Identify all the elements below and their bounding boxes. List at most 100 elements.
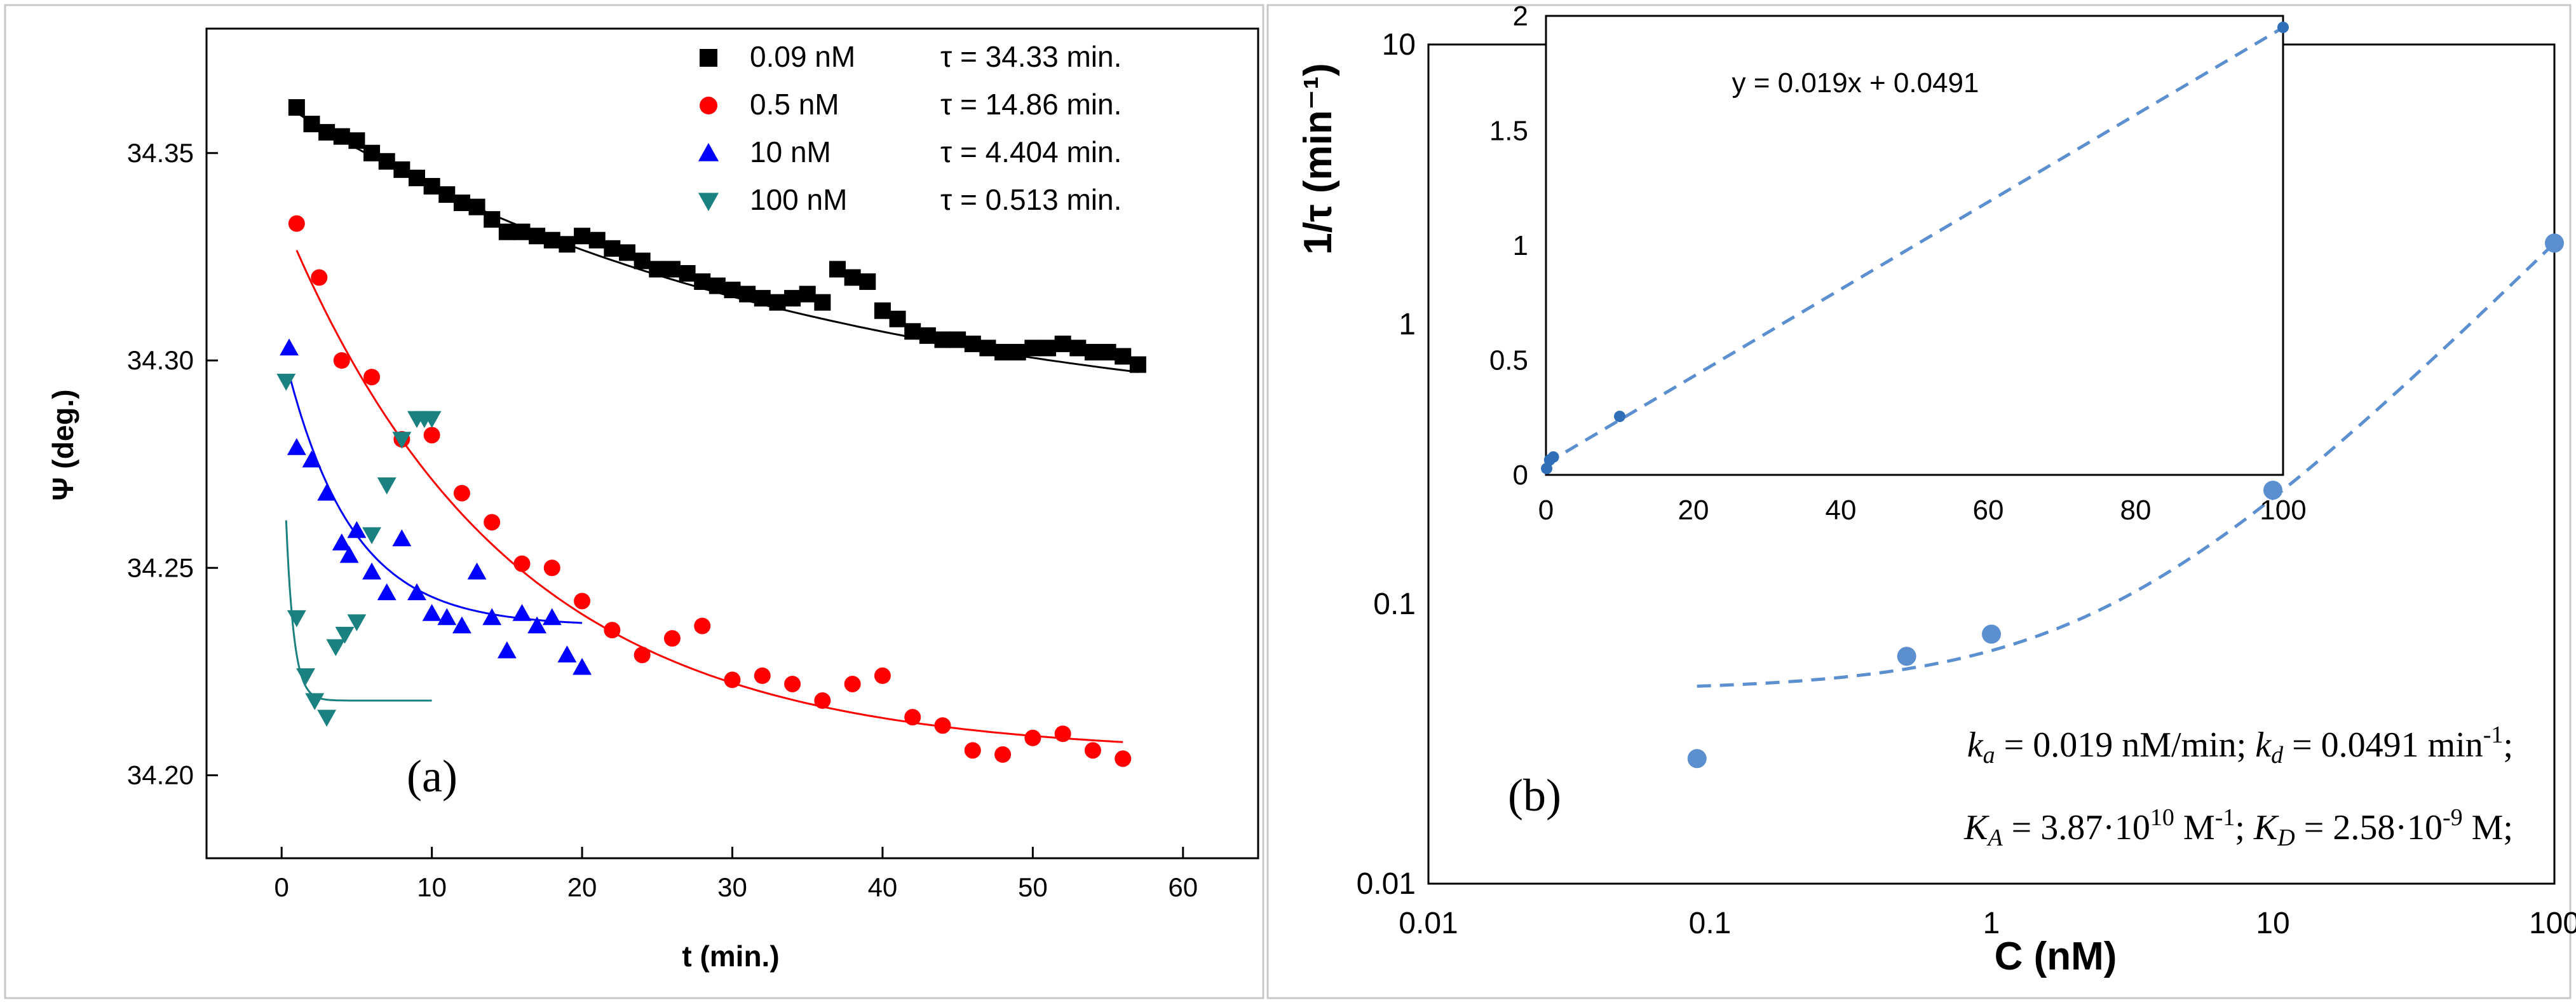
series-1-point: [513, 555, 531, 572]
series-3-point: [296, 668, 315, 685]
panel-a-x-ticks: 0 10 20 30 40 50 60: [275, 847, 1198, 902]
series-0-point: [754, 290, 771, 307]
panel-a-legend: 0.09 nM τ = 34.33 min. 0.5 nM τ = 14.86 min…: [698, 40, 1122, 216]
series-0-point: [934, 331, 951, 348]
series-2-point: [512, 604, 532, 621]
panel-b-point: [2545, 233, 2564, 253]
series-0-point: [649, 261, 666, 278]
inset-point: [1547, 451, 1559, 463]
panel-b-inset-chart: 0 20 40 60 80 100 0 0.5 1 1.5 2 y = 0.019x + 0.04…: [1489, 1, 2307, 526]
series-2-point: [392, 529, 412, 547]
panel-a-x-axis-label: t (min.): [682, 940, 779, 973]
series-0-point: [739, 285, 756, 303]
series-0-point: [994, 343, 1012, 360]
series-0-point: [348, 132, 365, 149]
series-3-point: [326, 639, 346, 657]
panel-a-data-points: [276, 99, 1146, 767]
series-3-point: [305, 693, 325, 710]
series-2-point: [452, 616, 471, 634]
inset-y-tick-label: 1.5: [1489, 116, 1528, 147]
panel-b-point: [1982, 624, 2001, 644]
series-0-point: [588, 231, 606, 249]
inset-x-tick-label: 0: [1538, 495, 1554, 526]
panel-a-y-tick-label: 34.20: [127, 760, 194, 790]
series-3-point: [317, 709, 337, 727]
series-1-point: [484, 514, 501, 531]
series-3-point: [335, 626, 355, 644]
series-0-point: [769, 294, 786, 311]
inset-y-tick-label: 0.5: [1489, 345, 1528, 376]
series-0-point: [363, 144, 381, 161]
series-2-point: [557, 645, 577, 662]
series-1-point: [363, 369, 381, 386]
legend-marker-2: [698, 142, 719, 161]
panel-b-point: [2263, 481, 2282, 500]
series-0-point: [468, 198, 485, 216]
series-1-point: [754, 667, 771, 684]
series-0-point: [844, 269, 861, 286]
panel-b-point: [1897, 647, 1916, 666]
series-2-point: [287, 438, 306, 455]
panel-b-x-tick-label: 100: [2529, 907, 2576, 940]
series-0-point: [964, 335, 981, 352]
panel-a-x-tick-label: 30: [717, 872, 747, 902]
series-0-point: [979, 339, 996, 357]
panel-a-chart: 0 10 20 30 40 50 60 34.20 34.25 34.30 34.35 t (mi…: [4, 4, 1264, 999]
series-2-point: [573, 657, 592, 675]
legend-name-3: 100 nM: [750, 183, 847, 216]
series-0-point: [1069, 339, 1087, 357]
panel-a-y-ticks: 34.20 34.25 34.30 34.35: [127, 138, 218, 790]
series-0-point: [1129, 356, 1146, 373]
panel-a-x-tick-label: 40: [868, 872, 898, 902]
series-2-point: [482, 608, 502, 626]
series-2-point: [542, 608, 562, 626]
panel-b-y-tick-label: 1: [1399, 308, 1416, 341]
series-1-point: [904, 709, 921, 726]
series-1-point: [1115, 750, 1132, 767]
panel-a-x-tick-label: 20: [567, 872, 597, 902]
series-0-point: [1040, 339, 1056, 357]
series-0-point: [574, 228, 591, 245]
inset-fit-line-path: [1545, 26, 2284, 465]
legend-marker-1: [700, 97, 717, 114]
series-0-point: [288, 99, 305, 116]
series-0-point: [799, 285, 816, 303]
series-3-point: [276, 373, 296, 391]
legend-marker-3: [698, 193, 719, 212]
series-1-point: [724, 671, 741, 688]
panel-b-affinity-constants-annotation: KA = 3.87·1010 M-1; KD = 2.58·10-9 M;: [1963, 804, 2513, 851]
series-1-point: [333, 352, 350, 369]
series-1-point: [1054, 725, 1071, 743]
series-2-point: [339, 545, 359, 563]
panel-b-x-tick-label: 1: [1983, 907, 2000, 940]
panel-a-y-tick-label: 34.30: [127, 345, 194, 375]
series-0-point: [1099, 343, 1116, 360]
panel-a-y-axis-label: Ψ (deg.): [46, 389, 79, 500]
panel-a-y-tick-label: 34.25: [127, 552, 194, 582]
panel-a-x-tick-label: 50: [1018, 872, 1048, 902]
panel-b-rate-constants-annotation: ka = 0.019 nM/min; kd = 0.0491 min-1;: [1967, 722, 2513, 769]
series-0-point: [409, 169, 425, 186]
panel-b-y-ticks: 0.01 0.1 1 10: [1357, 28, 1416, 901]
panel-b-label: (b): [1508, 770, 1561, 821]
series-2-point: [317, 483, 337, 501]
series-2-point: [302, 450, 322, 468]
series-1-point: [874, 667, 891, 684]
panel-b-x-axis-label: C (nM): [1995, 935, 2117, 978]
series-0-point: [904, 323, 921, 340]
series-1-point: [694, 617, 711, 634]
panel-b-fit-line: [1697, 242, 2556, 688]
series-3-point: [377, 477, 397, 495]
series-0-point: [889, 310, 906, 327]
panel-b-y-tick-label: 10: [1382, 28, 1416, 62]
series-2-point: [332, 533, 351, 551]
series-2-point: [422, 604, 442, 621]
inset-data-points: [1541, 22, 2289, 474]
series-3-point: [362, 527, 382, 544]
series-1-point: [288, 215, 305, 232]
fit-curve-3: [285, 520, 432, 702]
series-0-point: [453, 195, 470, 212]
series-0-point: [784, 290, 801, 307]
